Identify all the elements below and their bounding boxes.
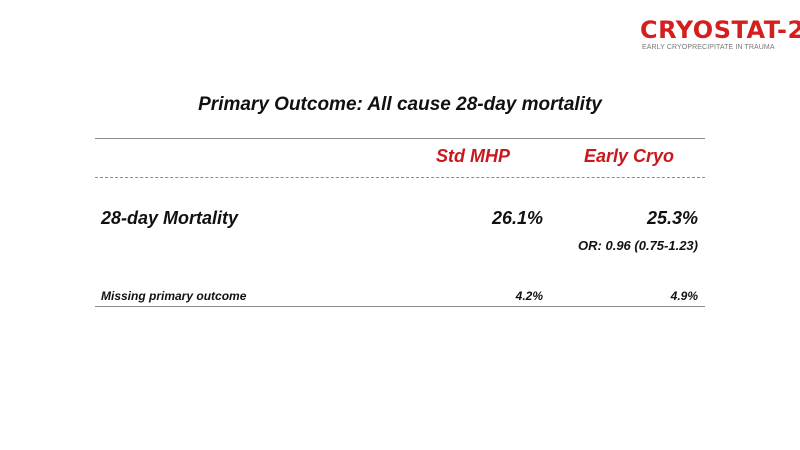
table-bottom-rule (95, 306, 705, 307)
value-mortality-std-mhp: 26.1% (491, 208, 543, 228)
header-dashed-divider (95, 177, 705, 178)
logo-wordmark: CRYOSTAT-2 (640, 16, 800, 44)
row-label-missing-primary-outcome: Missing primary outcome (101, 289, 247, 303)
column-header-std-mhp: Std MHP (436, 146, 510, 166)
value-missing-early-cryo: 4.9% (670, 289, 698, 303)
column-header-early-cryo: Early Cryo (584, 146, 675, 166)
cryostat-2-logo: CRYOSTAT-2 EARLY CRYOPRECIPITATE IN TRAU… (640, 18, 800, 52)
table-top-rule (95, 138, 705, 139)
value-mortality-early-cryo: 25.3% (646, 208, 698, 228)
slide-title: Primary Outcome: All cause 28-day mortal… (198, 94, 602, 115)
odds-ratio-note: OR: 0.96 (0.75-1.23) (578, 238, 698, 253)
value-missing-std-mhp: 4.2% (515, 289, 543, 303)
row-label-28-day-mortality: 28-day Mortality (101, 208, 239, 228)
logo-tagline: EARLY CRYOPRECIPITATE IN TRAUMA (642, 44, 775, 51)
